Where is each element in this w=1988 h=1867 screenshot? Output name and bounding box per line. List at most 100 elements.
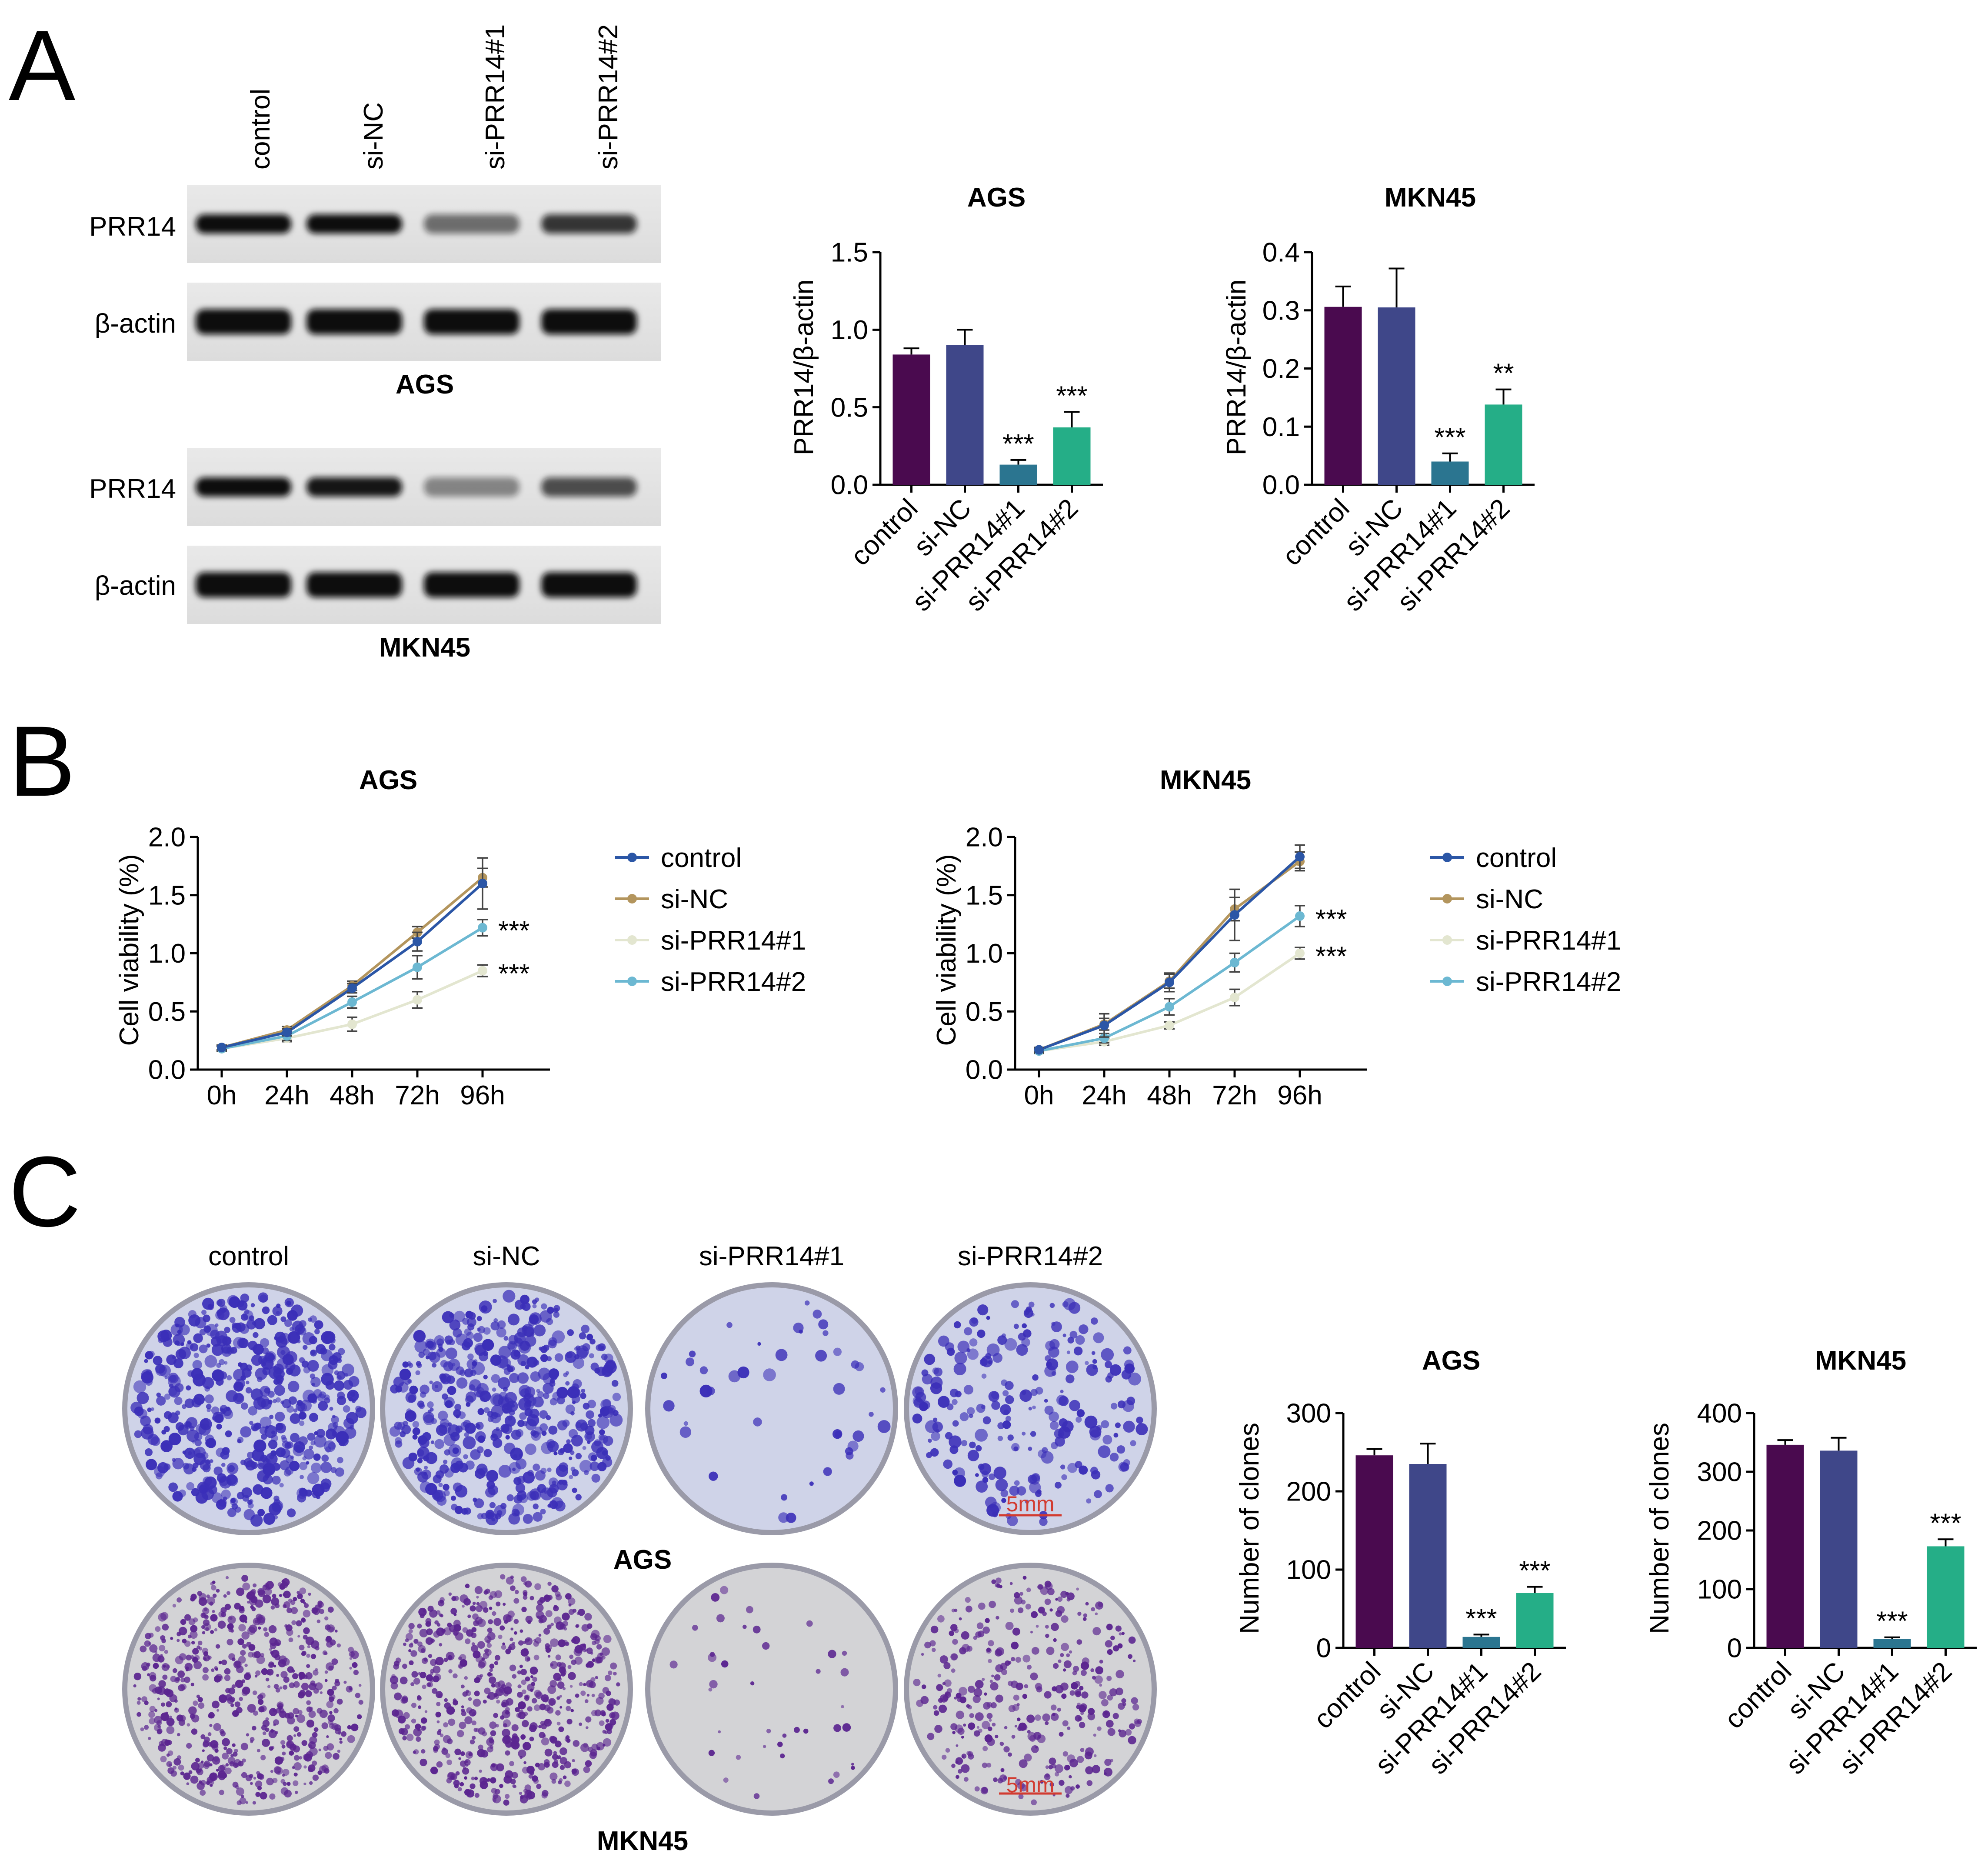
colony [1076, 1416, 1082, 1423]
colony [305, 1690, 312, 1697]
colony [1079, 1686, 1084, 1690]
colony [1028, 1407, 1032, 1410]
colony [276, 1311, 280, 1315]
colony [855, 1362, 864, 1371]
colony [1046, 1647, 1055, 1655]
culture-plate [650, 1287, 893, 1530]
colony [954, 1608, 958, 1612]
colony [417, 1449, 424, 1457]
colony [1122, 1702, 1126, 1706]
colony [1054, 1772, 1059, 1777]
colony [552, 1480, 556, 1485]
colony [1086, 1498, 1092, 1504]
colony [240, 1363, 248, 1371]
colony [253, 1332, 259, 1338]
colony [532, 1677, 537, 1682]
colony [168, 1763, 172, 1767]
colony [289, 1364, 301, 1377]
colony [293, 1681, 300, 1688]
colony [951, 1764, 956, 1768]
colony [438, 1483, 443, 1487]
colony [178, 1764, 184, 1771]
colony [534, 1690, 542, 1697]
colony [689, 1350, 696, 1357]
colony [1070, 1786, 1075, 1791]
colony [175, 1410, 180, 1416]
colony [288, 1598, 293, 1603]
colony [271, 1650, 280, 1658]
colony [569, 1685, 573, 1688]
colony [1021, 1390, 1026, 1395]
colony [205, 1394, 214, 1404]
colony [242, 1582, 250, 1590]
chart-title: AGS [359, 765, 417, 795]
colony [155, 1364, 167, 1376]
colony [478, 1744, 483, 1750]
colony [270, 1770, 273, 1773]
blot-band-label: PRR14 [89, 474, 176, 504]
colony [475, 1431, 486, 1442]
colony [549, 1772, 558, 1780]
colony [207, 1304, 214, 1310]
colony [246, 1380, 250, 1384]
colony [559, 1765, 565, 1770]
colony [504, 1415, 516, 1427]
colony [431, 1381, 443, 1392]
colony [1062, 1668, 1066, 1672]
colony [942, 1682, 946, 1686]
colony [458, 1656, 462, 1660]
colony [293, 1597, 297, 1601]
colony [777, 1741, 783, 1747]
colony [1002, 1420, 1011, 1429]
colony [572, 1636, 580, 1644]
colony [952, 1399, 958, 1405]
colony [216, 1424, 222, 1430]
colony [262, 1367, 270, 1376]
colony [195, 1491, 208, 1504]
colony [580, 1690, 586, 1696]
legend-marker [1442, 894, 1452, 903]
colony [283, 1677, 290, 1683]
colony [1057, 1606, 1065, 1614]
colony [487, 1672, 492, 1677]
colony [221, 1344, 232, 1354]
colony [557, 1677, 562, 1682]
colony [261, 1668, 268, 1675]
colony [183, 1772, 191, 1780]
colony [443, 1460, 448, 1464]
colony [426, 1340, 434, 1349]
colony [299, 1587, 306, 1594]
colony [425, 1621, 431, 1627]
colony [191, 1762, 200, 1770]
y-tick-label: 100 [1697, 1575, 1742, 1605]
colony [604, 1674, 611, 1681]
colony [1124, 1360, 1134, 1370]
colony [284, 1319, 292, 1327]
colony [472, 1736, 476, 1740]
colony [209, 1601, 213, 1606]
colony [240, 1426, 252, 1438]
colony [453, 1624, 461, 1632]
colony [982, 1762, 988, 1768]
colony [541, 1303, 547, 1310]
colony [175, 1349, 186, 1360]
colony [782, 1734, 787, 1738]
colony [556, 1721, 561, 1726]
colony [487, 1627, 493, 1633]
colony [276, 1358, 289, 1370]
colony [257, 1617, 266, 1625]
blot-band [541, 214, 637, 233]
colony [1057, 1596, 1063, 1602]
colony [249, 1420, 253, 1425]
x-tick-label: 0h [1024, 1080, 1054, 1110]
colony [253, 1344, 264, 1355]
colony [263, 1513, 276, 1525]
colony [610, 1662, 617, 1670]
colony [1080, 1661, 1089, 1670]
colony [216, 1300, 223, 1306]
colony [477, 1749, 486, 1757]
colony [1085, 1766, 1093, 1774]
colony [470, 1783, 476, 1789]
colony [1110, 1635, 1115, 1640]
colony [466, 1332, 474, 1340]
